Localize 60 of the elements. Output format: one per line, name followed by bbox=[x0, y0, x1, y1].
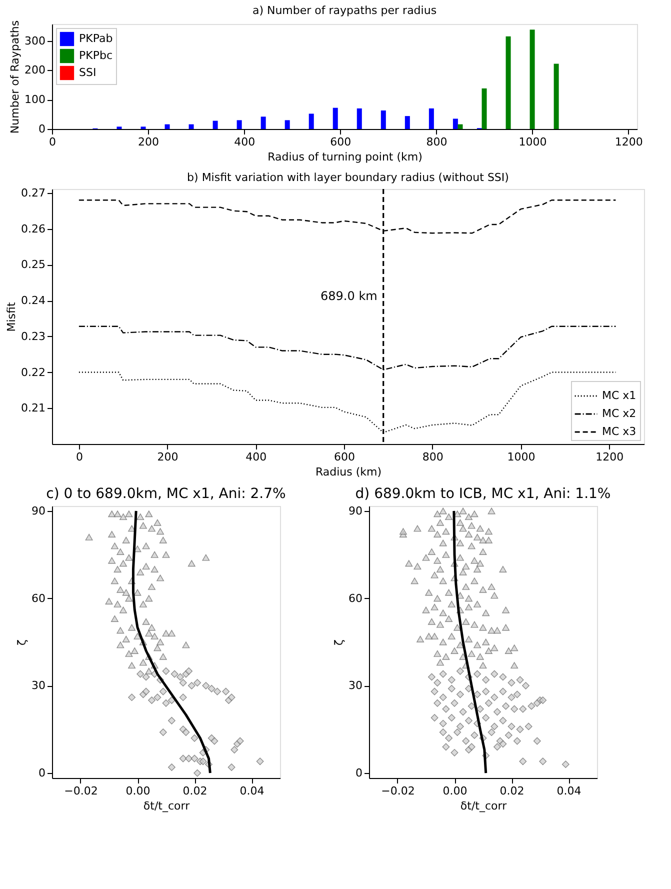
y-tick-label: 0.25 bbox=[21, 258, 46, 272]
x-tick-label: 0.04 bbox=[240, 784, 264, 798]
legend-label: MC x3 bbox=[602, 425, 636, 438]
legend-label: SSI bbox=[79, 66, 96, 79]
x-tick-label: 400 bbox=[246, 450, 267, 464]
chart-title: d) 689.0km to ICB, MC x1, Ani: 1.1% bbox=[355, 486, 611, 502]
y-tick-label: 0.27 bbox=[21, 186, 46, 200]
x-tick-label: 0.02 bbox=[500, 784, 524, 798]
x-tick-label: 800 bbox=[426, 136, 448, 148]
legend-label: PKPab bbox=[79, 32, 113, 45]
legend-label: MC x2 bbox=[602, 407, 636, 420]
chart-title: c) 0 to 689.0km, MC x1, Ani: 2.7% bbox=[46, 486, 286, 502]
y-tick-label: 0.23 bbox=[21, 330, 46, 343]
y-tick-label: 90 bbox=[348, 504, 362, 518]
x-tick-label: 1000 bbox=[518, 136, 547, 148]
y-tick-label: 60 bbox=[348, 592, 362, 605]
x-tick-label: −0.02 bbox=[64, 784, 98, 798]
y-axis-title: Misfit bbox=[5, 302, 18, 332]
ref-line-label: 689.0 km bbox=[320, 289, 378, 304]
y-tick-label: 0.26 bbox=[21, 222, 46, 236]
x-tick-label: 1200 bbox=[614, 136, 643, 148]
x-tick-label: 0 bbox=[49, 136, 56, 148]
x-tick-label: 200 bbox=[157, 450, 178, 464]
y-tick-label: 60 bbox=[32, 592, 46, 605]
y-tick-label: 90 bbox=[32, 504, 46, 518]
y-axis-title: Number of Raypaths bbox=[8, 20, 22, 134]
legend-label: PKPbc bbox=[79, 49, 113, 62]
x-tick-label: 1200 bbox=[596, 450, 624, 464]
x-tick-label: 0 bbox=[76, 450, 83, 464]
chart-title: a) Number of raypaths per radius bbox=[252, 4, 437, 17]
x-tick-label: 0.00 bbox=[442, 784, 468, 798]
x-axis-title: δt/t_corr bbox=[143, 800, 190, 812]
y-tick-label: 200 bbox=[24, 64, 46, 77]
x-tick-label: −0.02 bbox=[381, 784, 415, 798]
y-tick-label: 0 bbox=[356, 766, 362, 780]
y-tick-label: 100 bbox=[24, 93, 46, 106]
x-tick-label: 400 bbox=[234, 136, 256, 148]
x-tick-label: 0.00 bbox=[126, 784, 150, 798]
x-tick-label: 0.02 bbox=[182, 784, 208, 798]
x-axis-title: δt/t_corr bbox=[460, 800, 508, 812]
y-tick-label: 0.21 bbox=[21, 402, 46, 415]
x-tick-label: 200 bbox=[138, 136, 160, 148]
x-tick-label: 0.04 bbox=[556, 784, 582, 798]
y-tick-label: 0.24 bbox=[21, 294, 46, 308]
x-tick-label: 600 bbox=[334, 450, 356, 464]
chart-title: b) Misfit variation with layer boundary radius (without SSI) bbox=[187, 170, 509, 184]
y-tick-label: 0 bbox=[38, 766, 46, 780]
y-tick-label: 0.22 bbox=[21, 366, 46, 379]
x-tick-label: 600 bbox=[330, 136, 352, 148]
legend-label: MC x1 bbox=[602, 389, 636, 402]
x-tick-label: 1000 bbox=[507, 450, 536, 464]
y-tick-label: 30 bbox=[348, 679, 362, 692]
x-axis-title: Radius (km) bbox=[315, 466, 382, 478]
y-axis-title: ζ bbox=[332, 639, 346, 646]
x-axis-title: Radius of turning point (km) bbox=[268, 150, 422, 164]
y-tick-label: 30 bbox=[32, 679, 46, 692]
y-axis-title: ζ bbox=[16, 639, 29, 646]
x-tick-label: 800 bbox=[422, 450, 444, 464]
y-tick-label: 300 bbox=[24, 34, 46, 48]
y-tick-label: 0 bbox=[38, 122, 46, 136]
